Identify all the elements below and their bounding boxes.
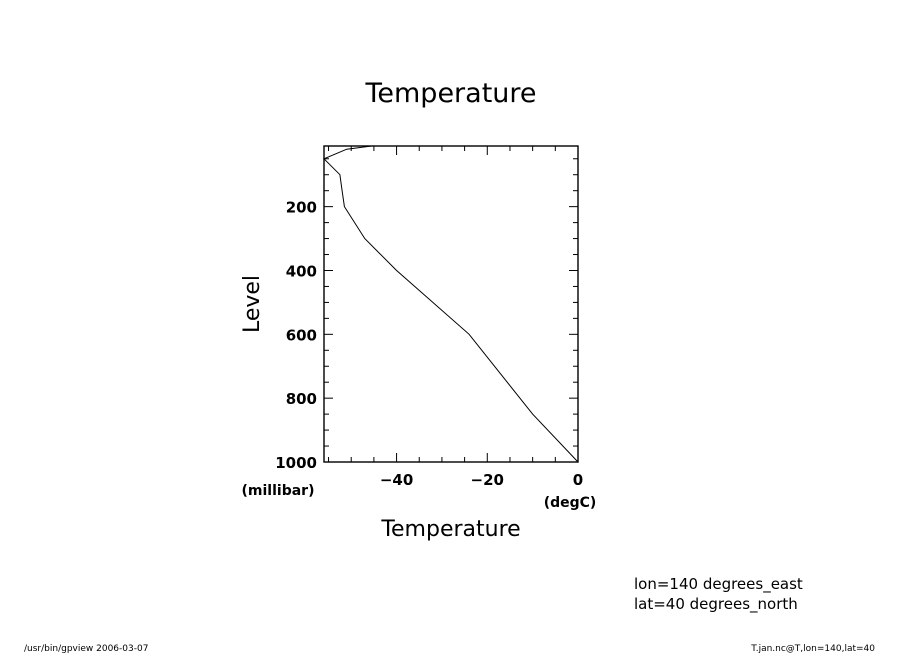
y-tick-labels: 200 400 600 800 1000 xyxy=(275,199,317,472)
x-unit-label: (degC) xyxy=(544,495,597,511)
axis-ticks xyxy=(323,146,579,463)
footer-right: T.jan.nc@T,lon=140,lat=40 xyxy=(750,644,875,654)
y-unit-label: (millibar) xyxy=(242,483,315,499)
y-tick-label: 200 xyxy=(286,199,317,217)
footer-left: /usr/bin/gpview 2006-03-07 xyxy=(24,644,148,654)
x-tick-label: −20 xyxy=(471,471,504,489)
plot-frame xyxy=(323,145,579,463)
chart-title: Temperature xyxy=(364,78,536,109)
y-tick-label: 800 xyxy=(286,390,317,408)
x-tick-labels: −40 −20 0 xyxy=(380,471,583,489)
y-tick-label: 1000 xyxy=(275,454,317,472)
x-tick-label: 0 xyxy=(573,471,583,489)
latitude-annotation: lat=40 degrees_north xyxy=(634,595,798,614)
y-tick-label: 400 xyxy=(286,262,317,280)
x-axis-label: Temperature xyxy=(380,517,520,542)
x-tick-label: −40 xyxy=(380,471,413,489)
temperature-series-line xyxy=(323,145,579,463)
y-axis-label: Level xyxy=(240,275,265,333)
longitude-annotation: lon=140 degrees_east xyxy=(634,575,803,594)
y-tick-label: 600 xyxy=(286,326,317,344)
